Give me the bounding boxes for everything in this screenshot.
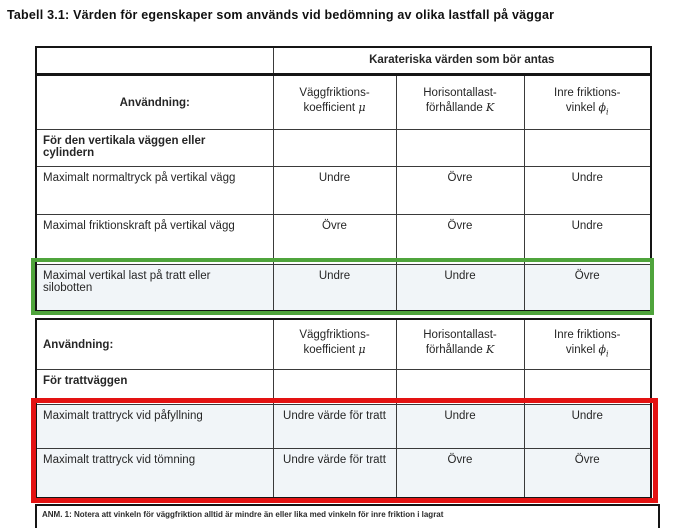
value-cell: Undre: [272, 263, 397, 312]
span-header-cell: Karateriska värden som bör antas: [272, 46, 652, 76]
value-cell: Övre: [523, 447, 652, 499]
table-row-highlighted-red: Maximalt trattryck vid tömning Undre vär…: [35, 447, 652, 499]
row-label-cell: Maximalt trattryck vid påfyllning: [35, 403, 274, 449]
col-header-wall-friction: Väggfriktions- koefficient μ: [272, 318, 397, 370]
value-cell: Undre värde för tratt: [272, 447, 397, 499]
col-header-wall-friction: Väggfriktions- koefficient μ: [272, 73, 397, 130]
table-header-row: Användning: Väggfriktions- koefficient μ…: [35, 73, 652, 130]
wall-loads-table-upper: Karateriska värden som bör antas Användn…: [35, 46, 652, 312]
group-row: För trattväggen: [35, 368, 652, 405]
empty-cell: [523, 368, 652, 405]
value-cell: Övre: [395, 213, 525, 265]
table-header-row: Användning: Väggfriktions- koefficient μ…: [35, 318, 652, 370]
group-row: För den vertikala väggen eller cylindern: [35, 128, 652, 167]
group-label-cell: För trattväggen: [35, 368, 274, 405]
col-header-internal-friction: Inre friktions- vinkel ϕi: [523, 318, 652, 370]
empty-cell: [35, 46, 274, 76]
value-cell: Undre: [523, 165, 652, 215]
row-label-cell: Maximal vertikal last på tratt eller sil…: [35, 263, 274, 312]
empty-cell: [523, 128, 652, 167]
table-row-highlighted-red: Maximalt trattryck vid påfyllning Undre …: [35, 403, 652, 449]
value-cell: Övre: [395, 165, 525, 215]
value-cell: Undre: [523, 213, 652, 265]
value-cell: Undre: [272, 165, 397, 215]
wall-loads-table-lower: Användning: Väggfriktions- koefficient μ…: [35, 318, 652, 499]
value-cell: Undre: [395, 263, 525, 312]
empty-cell: [395, 128, 525, 167]
row-label-cell: Maximalt normaltryck på vertikal vägg: [35, 165, 274, 215]
col-header-horizontal-load: Horisontallast- förhållande K: [395, 73, 525, 130]
table-row: Maximalt normaltryck på vertikal vägg Un…: [35, 165, 652, 215]
value-cell: Övre: [272, 213, 397, 265]
table-caption: Tabell 3.1: Värden för egenskaper som an…: [7, 8, 555, 22]
group-label-cell: För den vertikala väggen eller cylindern: [35, 128, 274, 167]
empty-cell: [395, 368, 525, 405]
table-row: Maximal friktionskraft på vertikal vägg …: [35, 213, 652, 265]
usage-header-cell: Användning:: [35, 318, 274, 370]
value-cell: Undre: [395, 403, 525, 449]
value-cell: Övre: [523, 263, 652, 312]
row-label-cell: Maximal friktionskraft på vertikal vägg: [35, 213, 274, 265]
table-row-highlighted-green: Maximal vertikal last på tratt eller sil…: [35, 263, 652, 312]
value-cell: Övre: [395, 447, 525, 499]
row-label-cell: Maximalt trattryck vid tömning: [35, 447, 274, 499]
value-cell: Undre värde för tratt: [272, 403, 397, 449]
table-row: Karateriska värden som bör antas: [35, 46, 652, 76]
col-header-horizontal-load: Horisontallast- förhållande K: [395, 318, 525, 370]
empty-cell: [272, 128, 397, 167]
empty-cell: [272, 368, 397, 405]
usage-header-cell: Användning:: [35, 73, 274, 130]
col-header-internal-friction: Inre friktions- vinkel ϕi: [523, 73, 652, 130]
value-cell: Undre: [523, 403, 652, 449]
table-footnote: ANM. 1: Notera att vinkeln för väggfrikt…: [35, 504, 660, 528]
